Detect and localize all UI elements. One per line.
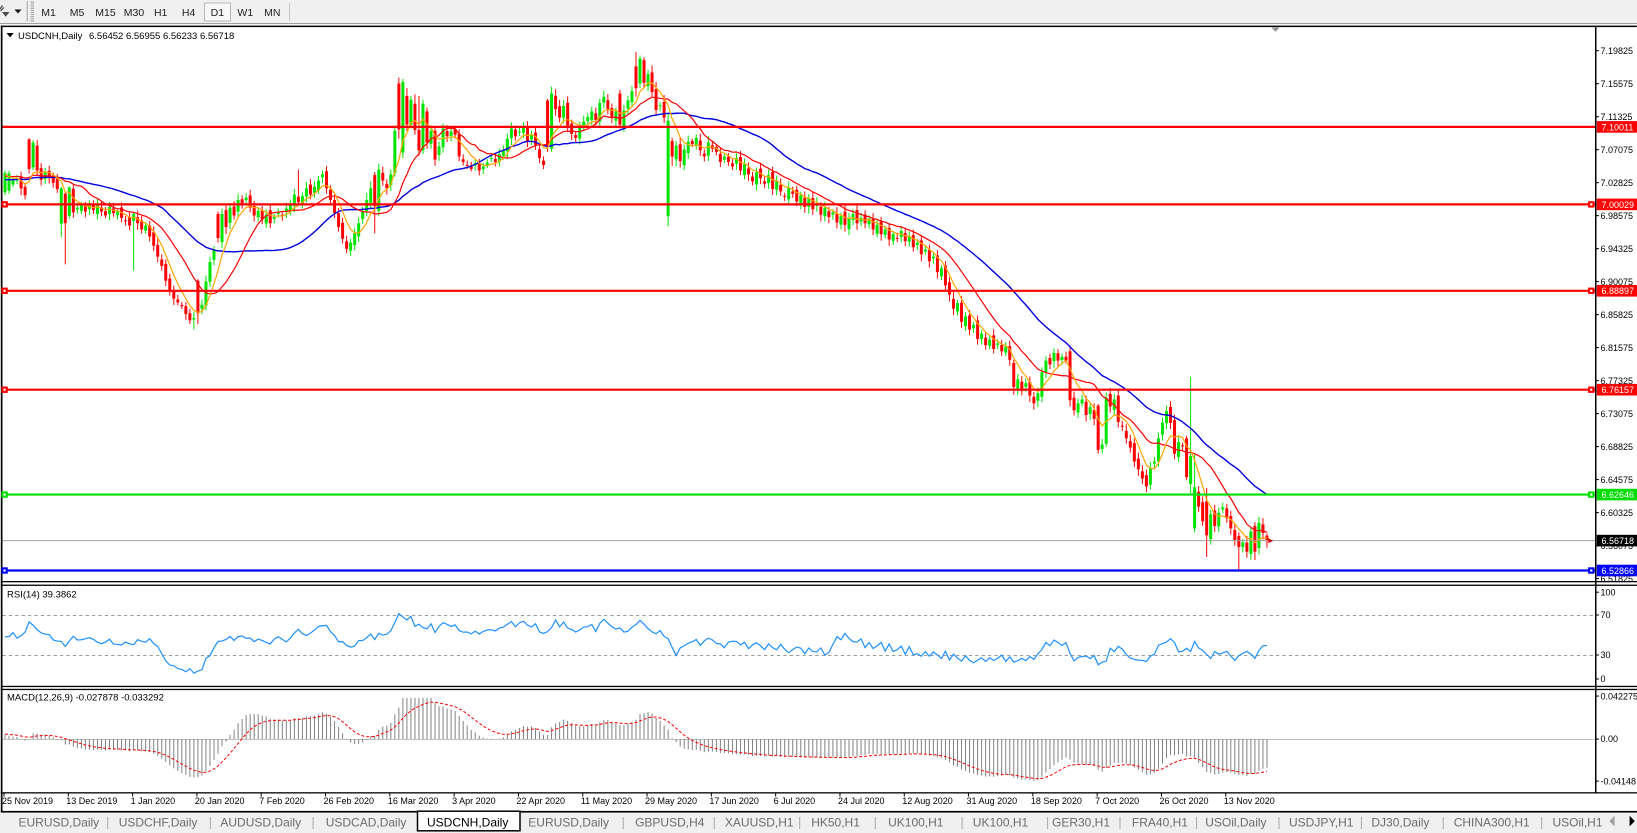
- svg-text:7.11325: 7.11325: [1601, 112, 1633, 122]
- svg-text:6.51825: 6.51825: [1601, 574, 1634, 584]
- svg-text:D1: D1: [211, 7, 225, 19]
- svg-text:USDCHF,Daily: USDCHF,Daily: [119, 816, 198, 830]
- svg-text:CHINA300,H1: CHINA300,H1: [1454, 816, 1530, 830]
- svg-text:7.15575: 7.15575: [1601, 79, 1634, 89]
- svg-text:0: 0: [1601, 674, 1606, 684]
- svg-text:7.10011: 7.10011: [1602, 122, 1634, 132]
- svg-text:6.88897: 6.88897: [1602, 286, 1635, 296]
- svg-text:6.73075: 6.73075: [1601, 409, 1634, 419]
- svg-text:RSI(14) 39.3862: RSI(14) 39.3862: [7, 590, 77, 601]
- svg-text:20 Jan 2020: 20 Jan 2020: [195, 796, 245, 806]
- svg-text:7.00029: 7.00029: [1602, 200, 1635, 210]
- svg-text:12 Aug 2020: 12 Aug 2020: [902, 796, 953, 806]
- svg-text:6.56452 6.56955 6.56233 6.5671: 6.56452 6.56955 6.56233 6.56718: [89, 31, 234, 42]
- svg-text:70: 70: [1601, 610, 1611, 620]
- svg-text:6.94325: 6.94325: [1601, 244, 1634, 254]
- svg-text:24 Jul 2020: 24 Jul 2020: [838, 796, 885, 806]
- svg-text:6.52866: 6.52866: [1602, 566, 1635, 576]
- svg-text:AUDUSD,Daily: AUDUSD,Daily: [220, 816, 301, 830]
- svg-text:3 Apr 2020: 3 Apr 2020: [452, 796, 496, 806]
- svg-text:XAUUSD,H1: XAUUSD,H1: [725, 816, 794, 830]
- svg-text:6.64575: 6.64575: [1601, 475, 1634, 485]
- svg-text:DJ30,Daily: DJ30,Daily: [1371, 816, 1429, 830]
- svg-text:6.90075: 6.90075: [1601, 277, 1634, 287]
- svg-text:H4: H4: [182, 7, 196, 19]
- svg-text:USDCAD,Daily: USDCAD,Daily: [326, 816, 407, 830]
- svg-text:USDCNH,Daily: USDCNH,Daily: [427, 815, 508, 829]
- svg-text:13 Dec 2019: 13 Dec 2019: [66, 796, 117, 806]
- svg-text:UK100,H1: UK100,H1: [888, 816, 944, 830]
- svg-text:H1: H1: [154, 7, 168, 19]
- svg-text:GER30,H1: GER30,H1: [1052, 816, 1110, 830]
- svg-text:FRA40,H1: FRA40,H1: [1132, 816, 1188, 830]
- svg-text:USOil,Daily: USOil,Daily: [1205, 816, 1266, 830]
- svg-text:MN: MN: [264, 7, 280, 19]
- svg-text:M15: M15: [95, 7, 116, 19]
- svg-text:6.76157: 6.76157: [1602, 385, 1635, 395]
- svg-text:29 May 2020: 29 May 2020: [645, 796, 697, 806]
- svg-text:HK50,H1: HK50,H1: [811, 816, 860, 830]
- svg-text:16 Mar 2020: 16 Mar 2020: [388, 796, 439, 806]
- svg-text:18 Sep 2020: 18 Sep 2020: [1031, 796, 1082, 806]
- svg-text:7 Oct 2020: 7 Oct 2020: [1095, 796, 1139, 806]
- svg-text:M1: M1: [41, 7, 56, 19]
- svg-text:6.56718: 6.56718: [1602, 536, 1635, 546]
- svg-text:22 Apr 2020: 22 Apr 2020: [516, 796, 565, 806]
- svg-text:-0.04148: -0.04148: [1601, 776, 1637, 786]
- svg-text:USOil,H1: USOil,H1: [1553, 816, 1603, 830]
- svg-text:11 May 2020: 11 May 2020: [581, 796, 632, 806]
- svg-text:30: 30: [1601, 650, 1611, 660]
- svg-text:26 Oct 2020: 26 Oct 2020: [1159, 796, 1208, 806]
- svg-text:6.60325: 6.60325: [1601, 508, 1634, 518]
- svg-text:M5: M5: [70, 7, 85, 19]
- svg-text:USDJPY,H1: USDJPY,H1: [1289, 816, 1354, 830]
- svg-text:USDCNH,Daily: USDCNH,Daily: [18, 31, 83, 42]
- svg-text:0.042275: 0.042275: [1601, 691, 1637, 701]
- svg-text:26 Feb 2020: 26 Feb 2020: [324, 796, 375, 806]
- svg-text:7 Feb 2020: 7 Feb 2020: [259, 796, 305, 806]
- svg-text:EURUSD,Daily: EURUSD,Daily: [528, 816, 609, 830]
- svg-text:MACD(12,26,9) -0.027878 -0.033: MACD(12,26,9) -0.027878 -0.033292: [7, 693, 164, 704]
- svg-text:7.02825: 7.02825: [1601, 178, 1634, 188]
- svg-text:6.77325: 6.77325: [1601, 376, 1634, 386]
- svg-text:GBPUSD,H4: GBPUSD,H4: [635, 816, 705, 830]
- svg-text:100: 100: [1601, 587, 1616, 597]
- svg-text:31 Aug 2020: 31 Aug 2020: [967, 796, 1018, 806]
- svg-text:7.19825: 7.19825: [1601, 46, 1634, 56]
- svg-text:7.07075: 7.07075: [1601, 145, 1634, 155]
- svg-text:13 Nov 2020: 13 Nov 2020: [1224, 796, 1275, 806]
- svg-text:17 Jun 2020: 17 Jun 2020: [709, 796, 759, 806]
- svg-text:UK100,H1: UK100,H1: [973, 816, 1029, 830]
- svg-text:6 Jul 2020: 6 Jul 2020: [774, 796, 816, 806]
- svg-text:6.85825: 6.85825: [1601, 310, 1634, 320]
- svg-text:0.00: 0.00: [1601, 734, 1619, 744]
- svg-text:1 Jan 2020: 1 Jan 2020: [131, 796, 176, 806]
- svg-text:6.81575: 6.81575: [1601, 343, 1634, 353]
- svg-text:6.68825: 6.68825: [1601, 442, 1634, 452]
- svg-text:M30: M30: [124, 7, 145, 19]
- svg-text:6.98575: 6.98575: [1601, 211, 1634, 221]
- svg-text:EURUSD,Daily: EURUSD,Daily: [19, 816, 100, 830]
- svg-text:25 Nov 2019: 25 Nov 2019: [2, 796, 53, 806]
- svg-text:W1: W1: [237, 7, 253, 19]
- svg-text:6.62646: 6.62646: [1602, 490, 1635, 500]
